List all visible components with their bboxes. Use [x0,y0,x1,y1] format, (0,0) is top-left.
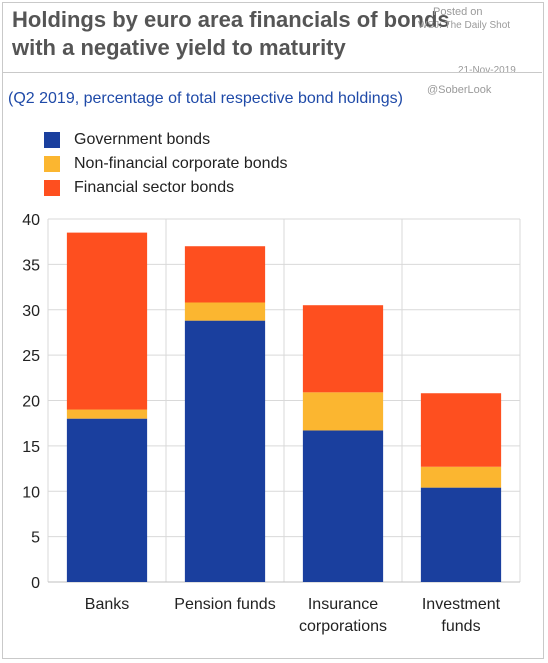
bar-segment [420,466,502,488]
x-category-label: funds [441,618,480,635]
x-category-label: Pension funds [174,596,275,613]
chart-title: Holdings by euro area financials of bond… [12,6,452,62]
legend-swatch-non-financial [44,156,60,172]
bar-segment [420,487,502,582]
bar-segment [66,232,148,410]
legend-label-non-financial: Non-financial corporate bonds [74,155,288,172]
y-tick-label: 40 [22,212,40,229]
legend-swatch-financial [44,180,60,196]
y-tick-label: 35 [22,257,40,274]
y-tick-label: 10 [22,484,40,501]
title-divider [2,72,542,73]
bar-segment [302,392,384,431]
x-category-label: Investment [422,596,501,613]
x-category-label: Banks [85,596,129,613]
legend-label-financial: Financial sector bonds [74,179,235,196]
y-tick-label: 25 [22,348,40,365]
watermark-handle: @SoberLook [427,84,492,96]
legend-item-government: Government bonds [44,128,287,152]
chart-subtitle: (Q2 2019, percentage of total respective… [8,90,403,107]
watermark-posted-on: Posted on [433,6,483,18]
y-tick-label: 20 [22,394,40,411]
bar-segment [184,302,266,321]
x-category-label: Insurance [308,596,378,613]
bar-segment [184,246,266,303]
y-tick-label: 0 [31,575,40,592]
legend: Government bonds Non-financial corporate… [44,128,287,200]
title-line-1: Holdings by euro area financials of bond… [12,7,450,32]
x-category-label: corporations [299,618,387,635]
legend-label-government: Government bonds [74,131,211,148]
watermark-source: WSJ: The Daily Shot [418,20,511,31]
bar-segment [66,418,148,582]
y-tick-label: 30 [22,303,40,320]
legend-item-non-financial: Non-financial corporate bonds [44,152,287,176]
watermark-date: 21-Nov-2019 [458,65,516,76]
bar-segment [302,430,384,582]
legend-swatch-government [44,132,60,148]
bar-segment [184,320,266,582]
y-tick-label: 5 [31,530,40,547]
bar-segment [420,393,502,467]
bar-segment [66,409,148,419]
bar-segment [302,305,384,393]
title-line-2: with a negative yield to maturity [12,35,346,60]
y-tick-label: 15 [22,439,40,456]
legend-item-financial: Financial sector bonds [44,176,287,200]
